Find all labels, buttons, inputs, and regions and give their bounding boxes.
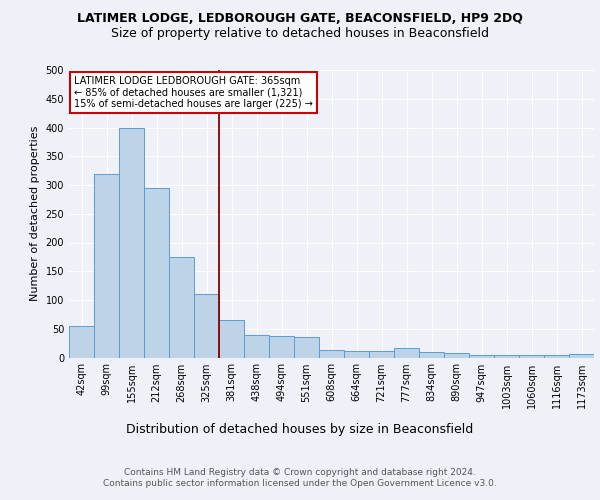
- Bar: [494, 355, 519, 358]
- Bar: [469, 354, 494, 358]
- Bar: [219, 320, 244, 358]
- Text: Contains HM Land Registry data © Crown copyright and database right 2024.
Contai: Contains HM Land Registry data © Crown c…: [103, 468, 497, 487]
- Bar: [544, 354, 569, 358]
- Bar: [194, 294, 219, 358]
- Bar: [394, 348, 419, 358]
- Text: LATIMER LODGE LEDBOROUGH GATE: 365sqm
← 85% of detached houses are smaller (1,32: LATIMER LODGE LEDBOROUGH GATE: 365sqm ← …: [74, 76, 313, 109]
- Bar: [69, 326, 94, 358]
- Text: Distribution of detached houses by size in Beaconsfield: Distribution of detached houses by size …: [127, 422, 473, 436]
- Text: LATIMER LODGE, LEDBOROUGH GATE, BEACONSFIELD, HP9 2DQ: LATIMER LODGE, LEDBOROUGH GATE, BEACONSF…: [77, 12, 523, 26]
- Bar: [119, 128, 144, 358]
- Bar: [369, 350, 394, 358]
- Bar: [294, 338, 319, 357]
- Bar: [519, 354, 544, 358]
- Bar: [144, 188, 169, 358]
- Bar: [269, 336, 294, 357]
- Bar: [444, 353, 469, 358]
- Bar: [169, 257, 194, 358]
- Bar: [344, 350, 369, 358]
- Text: Size of property relative to detached houses in Beaconsfield: Size of property relative to detached ho…: [111, 28, 489, 40]
- Bar: [94, 174, 119, 358]
- Bar: [244, 334, 269, 357]
- Bar: [419, 352, 444, 358]
- Y-axis label: Number of detached properties: Number of detached properties: [30, 126, 40, 302]
- Bar: [319, 350, 344, 358]
- Bar: [569, 354, 594, 358]
